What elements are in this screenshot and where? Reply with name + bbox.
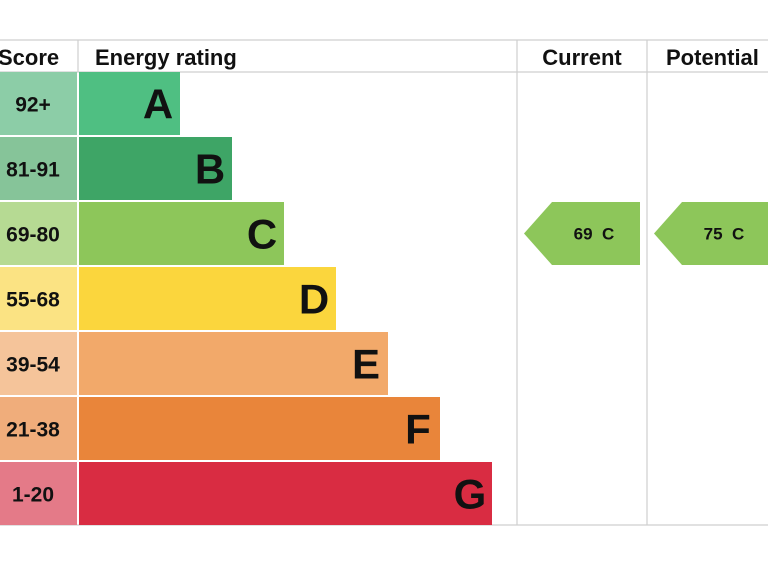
rating-bar-e <box>79 332 388 395</box>
rating-bar-a <box>79 72 180 135</box>
rating-letter-d: D <box>299 276 329 323</box>
rating-letter-g: G <box>454 471 487 518</box>
score-cell-c <box>0 202 77 265</box>
rating-letter-f: F <box>405 406 431 453</box>
rating-letter-e: E <box>352 341 380 388</box>
rating-bands: 92+ A 81-91 B 69-80 C 55-68 D 39-54 E 21-38 F 1-20 G <box>0 72 492 525</box>
rating-bar-f <box>79 397 440 460</box>
score-label-b: 81-91 <box>6 159 60 182</box>
potential-header: Potential <box>666 45 759 70</box>
rating-letter-b: B <box>195 146 225 193</box>
current-rating-arrow <box>524 202 640 265</box>
rating-bar-g <box>79 462 492 525</box>
score-cell-g <box>0 462 77 525</box>
score-cell-e <box>0 332 77 395</box>
score-cell-a <box>0 72 77 135</box>
score-header: Score <box>0 45 59 70</box>
score-label-g: 1-20 <box>12 484 54 507</box>
potential-rating-label: 75 C <box>704 225 745 244</box>
score-cell-f <box>0 397 77 460</box>
score-label-d: 55-68 <box>6 289 60 312</box>
rating-bar-b <box>79 137 232 200</box>
rating-indicators: 69 C 75 C <box>524 202 768 265</box>
score-label-f: 21-38 <box>6 419 60 442</box>
energy-rating-header: Energy rating <box>95 45 237 70</box>
rating-letter-c: C <box>247 211 277 258</box>
potential-rating-arrow <box>654 202 768 265</box>
score-label-c: 69-80 <box>6 224 60 247</box>
rating-bar-c <box>79 202 284 265</box>
current-header: Current <box>542 45 622 70</box>
rating-letter-a: A <box>143 81 173 128</box>
score-cell-d <box>0 267 77 330</box>
score-label-e: 39-54 <box>6 354 60 377</box>
score-label-a: 92+ <box>15 94 51 117</box>
score-cell-b <box>0 137 77 200</box>
current-rating-label: 69 C <box>574 225 615 244</box>
rating-bar-d <box>79 267 336 330</box>
